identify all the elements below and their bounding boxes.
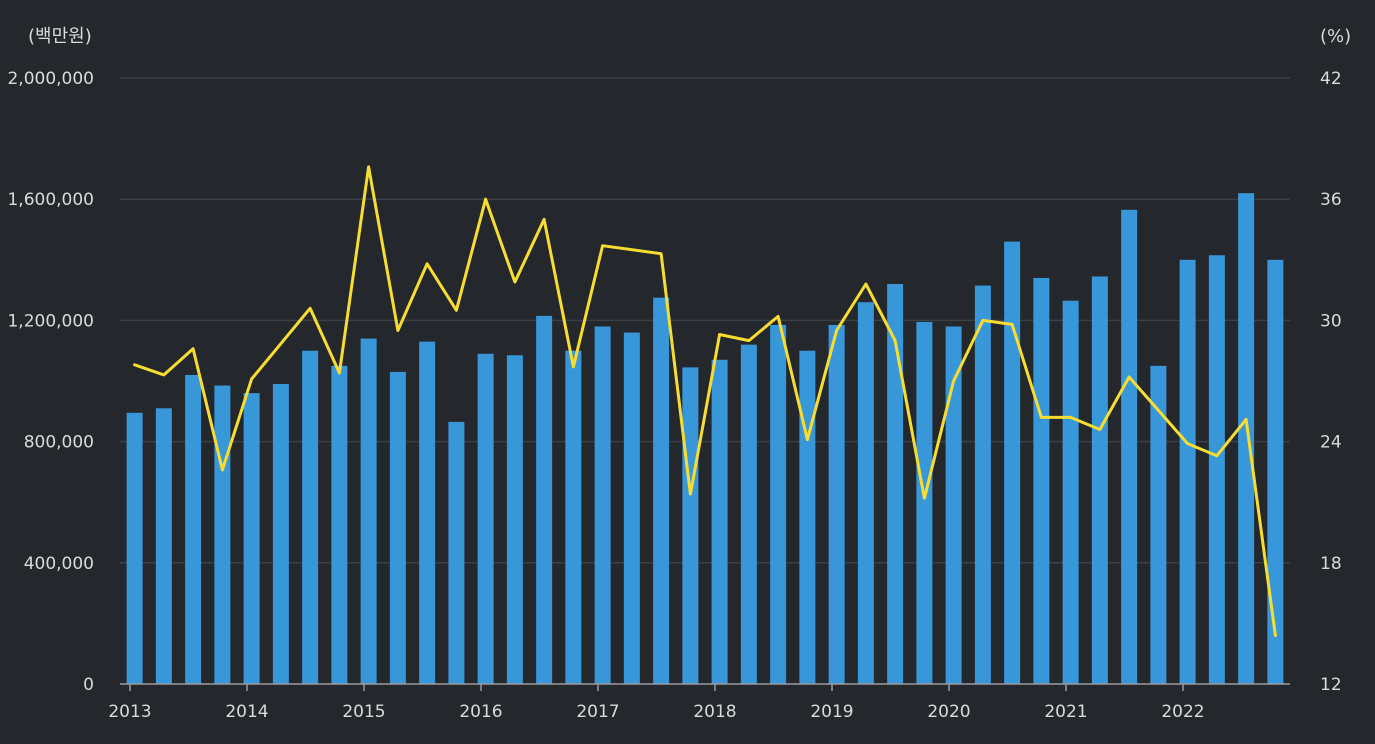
bar bbox=[214, 385, 231, 684]
bar bbox=[770, 324, 787, 684]
x-tick-label: 2013 bbox=[108, 702, 151, 722]
x-tick-label: 2022 bbox=[1161, 702, 1204, 722]
right-axis-unit: (%) bbox=[1320, 26, 1351, 47]
y-left-tick-label: 0 bbox=[83, 675, 94, 695]
bar bbox=[1004, 241, 1021, 684]
bar bbox=[1033, 277, 1050, 684]
bar bbox=[857, 302, 874, 684]
bar bbox=[740, 344, 757, 684]
y-right-tick-label: 24 bbox=[1320, 433, 1342, 453]
bar bbox=[828, 324, 845, 684]
bar bbox=[360, 338, 377, 684]
bar bbox=[272, 384, 289, 684]
left-axis-unit: (백만원) bbox=[28, 26, 92, 47]
bar bbox=[1091, 276, 1108, 684]
x-tick-label: 2017 bbox=[576, 702, 619, 722]
bar bbox=[126, 412, 143, 684]
x-tick-label: 2021 bbox=[1044, 702, 1087, 722]
y-right-tick-label: 18 bbox=[1320, 554, 1342, 574]
bar bbox=[477, 353, 494, 684]
bar bbox=[243, 393, 260, 684]
bar bbox=[623, 332, 640, 684]
bar bbox=[155, 408, 172, 684]
y-left-tick-label: 800,000 bbox=[24, 433, 94, 453]
y-right-tick-label: 12 bbox=[1320, 675, 1342, 695]
bar bbox=[974, 285, 991, 684]
bar bbox=[506, 355, 523, 684]
x-tick-label: 2014 bbox=[225, 702, 268, 722]
bar bbox=[653, 297, 670, 684]
bar bbox=[594, 326, 611, 684]
y-right-tick-label: 30 bbox=[1320, 311, 1342, 331]
y-right-tick-label: 36 bbox=[1320, 190, 1342, 210]
y-left-tick-label: 400,000 bbox=[24, 554, 94, 574]
bar bbox=[389, 371, 406, 684]
bar bbox=[1267, 259, 1284, 684]
bar bbox=[711, 359, 728, 684]
y-right-tick-label: 42 bbox=[1320, 69, 1342, 89]
line-series bbox=[133, 165, 1277, 637]
bar bbox=[565, 350, 582, 684]
bar bbox=[916, 321, 933, 684]
bar bbox=[302, 350, 319, 684]
bar bbox=[887, 284, 904, 684]
axis-labels: 0 12 400,000 18 800,000 24 1,200,000 30 1,600,00… bbox=[7, 69, 1341, 722]
x-tick-label: 2016 bbox=[459, 702, 502, 722]
bar bbox=[682, 367, 699, 684]
bar bbox=[536, 315, 553, 684]
x-tick-label: 2018 bbox=[693, 702, 736, 722]
y-left-tick-label: 1,200,000 bbox=[7, 311, 94, 331]
x-tick-label: 2015 bbox=[342, 702, 385, 722]
bar bbox=[1121, 209, 1138, 684]
bar bbox=[419, 341, 436, 684]
y-left-tick-label: 1,600,000 bbox=[7, 190, 94, 210]
axes bbox=[120, 683, 1290, 691]
x-tick-label: 2020 bbox=[927, 702, 970, 722]
bar bbox=[1062, 300, 1079, 684]
bar bbox=[1208, 255, 1225, 684]
y-left-tick-label: 2,000,000 bbox=[7, 69, 94, 89]
bar bbox=[448, 421, 465, 684]
bar bbox=[945, 326, 962, 684]
x-tick-label: 2019 bbox=[810, 702, 853, 722]
bar bbox=[331, 365, 348, 684]
bar bbox=[799, 350, 816, 684]
bar bbox=[1238, 193, 1255, 684]
bar bbox=[1150, 365, 1167, 684]
bar bbox=[185, 374, 202, 684]
bar bbox=[1179, 259, 1196, 684]
